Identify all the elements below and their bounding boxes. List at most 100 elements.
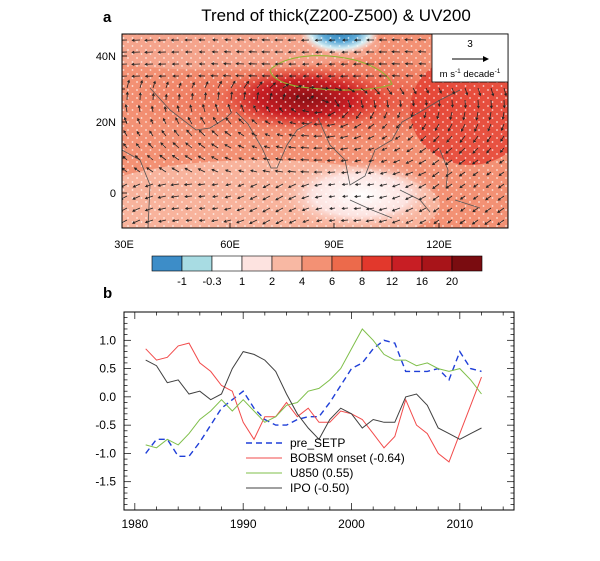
wind-vector [458, 159, 466, 165]
wind-vector [499, 159, 505, 164]
wind-vector [133, 167, 141, 173]
wind-vector [500, 123, 505, 132]
wind-vector [171, 50, 180, 54]
wind-vector [378, 219, 388, 223]
wind-vector [124, 103, 128, 113]
wind-vector [250, 169, 258, 173]
wind-vector [225, 117, 232, 125]
colorbar-label: 16 [416, 276, 428, 288]
wind-vector [475, 111, 479, 121]
wind-vector [459, 195, 466, 200]
wind-vector [227, 103, 232, 113]
wind-vector [151, 92, 155, 101]
wind-vector [391, 74, 401, 78]
wind-vector [314, 195, 323, 199]
wind-vector [238, 118, 245, 125]
wind-vector [144, 74, 154, 78]
wind-vector [163, 105, 167, 113]
wind-vector [425, 87, 429, 94]
wind-vector [462, 111, 466, 121]
wind-vector [146, 154, 154, 161]
wind-vector [315, 74, 323, 78]
wind-vector [341, 111, 349, 119]
wind-vector [287, 169, 297, 174]
wind-vector [340, 74, 349, 78]
lon-label-60e: 60E [220, 239, 240, 251]
wind-vector [301, 121, 310, 125]
colorbar-swatch [271, 255, 303, 272]
wind-vector [223, 219, 232, 223]
wind-vector [236, 219, 245, 224]
wind-vector [237, 144, 245, 149]
wind-vector [486, 171, 492, 176]
line-chart: 1.0 0.5 0.0 -0.5 -1.0 -1.5 1980 1990 2000 2010 pre… [95, 311, 515, 531]
wind-vector [463, 99, 467, 109]
wind-vector [409, 123, 414, 130]
wind-vector [211, 130, 219, 137]
y-tick-label: -0.5 [95, 418, 116, 432]
wind-vector [250, 183, 258, 188]
wind-vector [498, 171, 505, 176]
wind-vector [446, 135, 453, 143]
wind-vector [261, 74, 271, 78]
wind-vector [211, 219, 219, 223]
wind-vector [360, 99, 364, 109]
wind-vector [287, 145, 297, 149]
wind-vector [288, 133, 297, 137]
wind-vector [334, 99, 340, 108]
wind-vector [313, 111, 323, 115]
wind-vector [184, 194, 193, 199]
wind-vector [329, 206, 336, 210]
wind-vector [328, 195, 336, 199]
wind-vector [238, 157, 245, 161]
wind-vector [474, 123, 479, 132]
wind-vector [171, 62, 180, 66]
wind-vector [287, 157, 297, 161]
wind-vector [411, 99, 415, 107]
wind-vector [420, 135, 427, 142]
wind-vector [256, 81, 263, 89]
wind-vector [212, 116, 219, 125]
wind-vector [379, 183, 388, 187]
wind-vector [131, 50, 141, 54]
wind-vector [366, 195, 375, 199]
wind-vector [484, 207, 492, 213]
legend-label: BOBSM onset (-0.64) [290, 451, 405, 465]
wind-vector [198, 38, 206, 42]
wind-vector [432, 195, 440, 201]
panel-b-letter: b [103, 285, 112, 302]
wind-vector [410, 111, 414, 118]
reference-vector-box: 3 m s-1 decade-1 [431, 33, 509, 83]
wind-vector [165, 81, 169, 89]
wind-vector [223, 62, 232, 66]
wind-vector [472, 171, 479, 176]
wind-vector [248, 50, 258, 54]
wind-vector [438, 87, 442, 94]
wind-vector [417, 50, 427, 54]
wind-vector [237, 195, 245, 200]
wind-vector [327, 111, 336, 117]
wind-vector [183, 182, 193, 187]
wind-vector [393, 159, 401, 164]
wind-vector [277, 121, 284, 125]
wind-vector [186, 129, 193, 137]
lat-label-eq: 0 [110, 188, 116, 200]
colorbar-label: -0.3 [203, 276, 222, 288]
wind-vector [170, 38, 180, 42]
wind-vector [472, 147, 479, 154]
wind-vector [365, 50, 374, 54]
wind-vector [123, 143, 128, 149]
wind-vector [365, 219, 375, 223]
wind-vector [210, 74, 219, 78]
wind-vector [158, 74, 167, 78]
wind-vector [487, 123, 492, 132]
wind-vector [243, 80, 250, 89]
wind-vector [160, 142, 167, 149]
wind-vector [203, 91, 208, 101]
wind-vector [148, 142, 154, 149]
wind-vector [275, 145, 284, 149]
wind-vector [137, 117, 141, 125]
wind-vector [262, 157, 271, 161]
wind-vector [224, 144, 232, 149]
